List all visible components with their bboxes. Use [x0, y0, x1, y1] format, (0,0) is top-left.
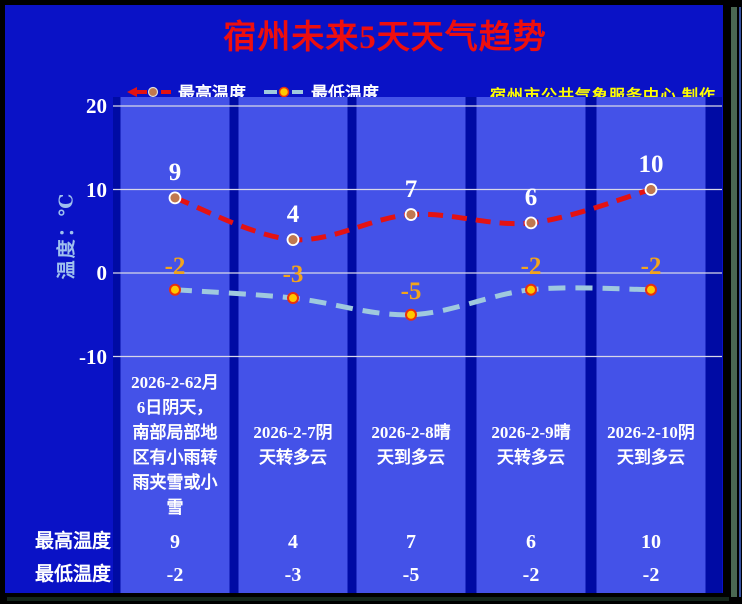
table-min-day5: -2 [642, 564, 660, 586]
data-point-marker [169, 283, 181, 296]
y-tick-10: 10 [86, 178, 107, 202]
data-point-marker [405, 308, 417, 321]
max-temp-line-icon [127, 86, 171, 97]
forecast-text-day5: 2026-2-10阴 天到多云 [607, 423, 695, 467]
table-min-day3: -5 [402, 564, 420, 586]
day-band [476, 97, 586, 593]
data-point-marker [525, 283, 537, 296]
point-label-min: -2 [520, 252, 542, 280]
table-row-label-max: 最高温度 [34, 531, 111, 552]
table-max-day5: 10 [641, 531, 661, 553]
data-point-marker [524, 216, 538, 230]
point-label-max: 4 [286, 200, 300, 228]
data-point-marker [168, 191, 182, 205]
y-tick-0: 0 [96, 261, 108, 285]
table-max-day2: 4 [288, 531, 298, 553]
window-edge-line [739, 7, 741, 597]
point-label-min: -5 [400, 277, 422, 305]
forecast-text-day1: 2026-2-62月 6日阴天， 南部局部地 区有小雨转 雨夹雪或小 雪 [131, 373, 219, 517]
y-tick-m10: -10 [79, 345, 107, 369]
data-point-marker [286, 233, 300, 247]
forecast-text-day2: 2026-2-7阴 天转多云 [253, 423, 333, 467]
data-point-marker [287, 292, 299, 305]
point-label-max: 9 [168, 158, 182, 186]
window-bottom-strip [7, 597, 729, 601]
point-label-max: 6 [524, 183, 538, 211]
table-max-day3: 7 [406, 531, 416, 553]
window-edge-strip [731, 7, 737, 597]
table-min-day2: -3 [284, 564, 302, 586]
forecast-text-day4: 2026-2-9晴 天转多云 [491, 423, 571, 467]
point-label-max: 7 [404, 175, 418, 203]
y-tick-20: 20 [86, 94, 107, 118]
data-point-marker [645, 283, 657, 296]
point-labels-layer: 9 4 7 6 10 -2 -3 -5 -2 -2 [113, 97, 722, 593]
table-max-day1: 9 [170, 531, 180, 553]
point-label-min: -2 [164, 252, 186, 280]
point-label-min: -2 [640, 252, 662, 280]
day-band [596, 97, 706, 593]
data-point-marker [404, 208, 418, 221]
point-label-max: 10 [638, 150, 664, 178]
forecast-text-day3: 2026-2-8晴 天到多云 [371, 423, 451, 467]
day-band [120, 97, 230, 593]
table-min-day1: -2 [166, 564, 184, 586]
point-label-min: -3 [282, 261, 304, 289]
min-temp-line-icon [264, 86, 303, 97]
data-point-marker [644, 183, 658, 196]
day-band [238, 97, 348, 593]
plot-area: 9 4 7 6 10 -2 -3 -5 -2 -2 [113, 97, 722, 593]
table-row-label-min: 最低温度 [34, 564, 111, 585]
temperature-trend-chart [113, 97, 722, 593]
table-max-day4: 6 [526, 531, 536, 553]
table-min-day4: -2 [522, 564, 540, 586]
day-band [356, 97, 466, 593]
chart-canvas: 宿州未来5天天气趋势 最高温度 最低温度 宿州市公共气 [5, 5, 723, 593]
page-title: 宿州未来5天天气趋势 [223, 20, 547, 56]
